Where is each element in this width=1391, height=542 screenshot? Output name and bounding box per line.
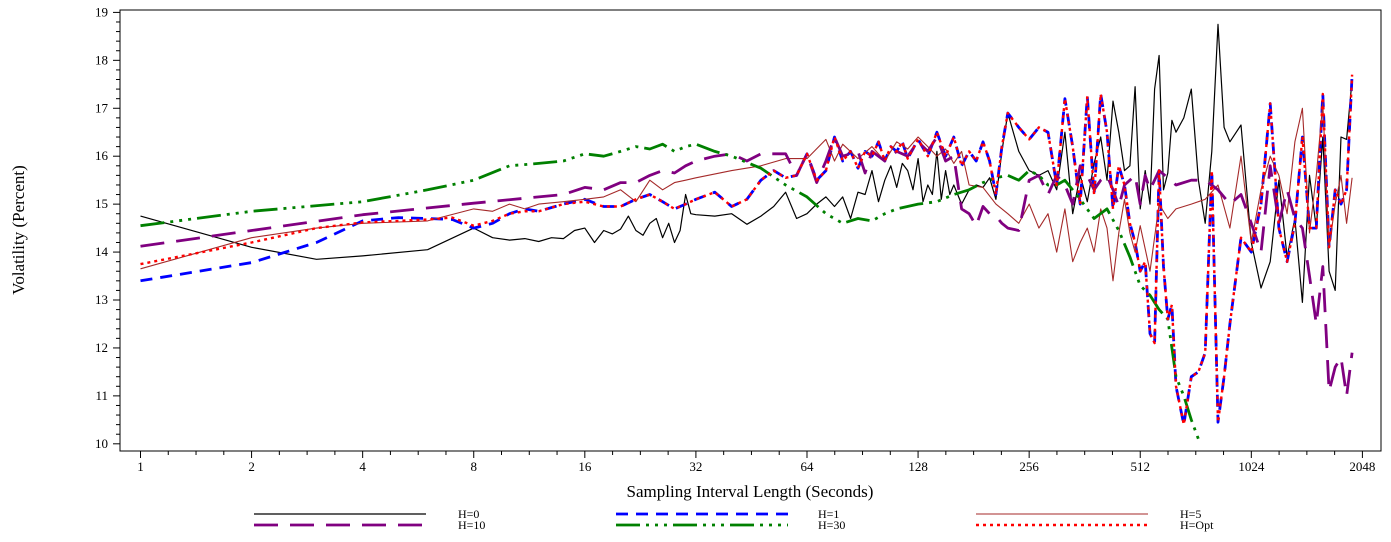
x-tick-label-16: 16	[578, 459, 592, 474]
x-tick-label-8: 8	[470, 459, 477, 474]
legend-label-h-30: H=30	[818, 518, 845, 532]
series-line-h-5	[140, 102, 1353, 282]
legend-label-h-0: H=0	[458, 507, 479, 521]
y-tick-label-12: 12	[95, 340, 108, 355]
y-tick-label-10: 10	[95, 436, 108, 451]
series-line-h-10	[140, 135, 1354, 398]
legend-label-h-1: H=1	[818, 507, 839, 521]
x-tick-label-32: 32	[689, 459, 702, 474]
x-tick-label-1024: 1024	[1238, 459, 1265, 474]
x-axis-title: Sampling Interval Length (Seconds)	[627, 482, 874, 501]
y-tick-label-17: 17	[95, 100, 109, 115]
axis-layer: 1 2 4 8 16 32 64 128 256 512 1024 20481011121314151…	[95, 4, 1375, 474]
x-tick-label-2048: 2048	[1349, 459, 1375, 474]
x-tick-label-1: 1	[137, 459, 144, 474]
series-line-h-1	[140, 74, 1354, 426]
plot-frame	[119, 9, 1382, 452]
x-tick-label-128: 128	[908, 459, 928, 474]
y-tick-label-18: 18	[95, 52, 108, 67]
legend-label-h-5: H=5	[1180, 507, 1201, 521]
series-layer	[140, 23, 1354, 440]
y-tick-label-11: 11	[95, 388, 108, 403]
y-tick-label-16: 16	[95, 148, 109, 163]
legend-label-h-opt: H=Opt	[1180, 518, 1214, 532]
series-line-h-0	[140, 23, 1353, 303]
x-tick-label-4: 4	[359, 459, 366, 474]
y-tick-label-15: 15	[95, 196, 108, 211]
legend: H=0 H=1 H=5 H=10 H=30 H=Opt	[254, 507, 1214, 532]
x-tick-label-256: 256	[1019, 459, 1039, 474]
y-axis-title: Volatility (Percent)	[9, 165, 28, 295]
series-line-h-30	[140, 142, 1200, 440]
x-tick-label-2: 2	[248, 459, 255, 474]
x-tick-label-512: 512	[1130, 459, 1150, 474]
x-tick-label-64: 64	[800, 459, 814, 474]
y-tick-label-19: 19	[95, 4, 108, 19]
y-tick-label-13: 13	[95, 292, 108, 307]
legend-label-h-10: H=10	[458, 518, 485, 532]
series-line-h-opt	[140, 74, 1354, 426]
y-tick-label-14: 14	[95, 244, 109, 259]
